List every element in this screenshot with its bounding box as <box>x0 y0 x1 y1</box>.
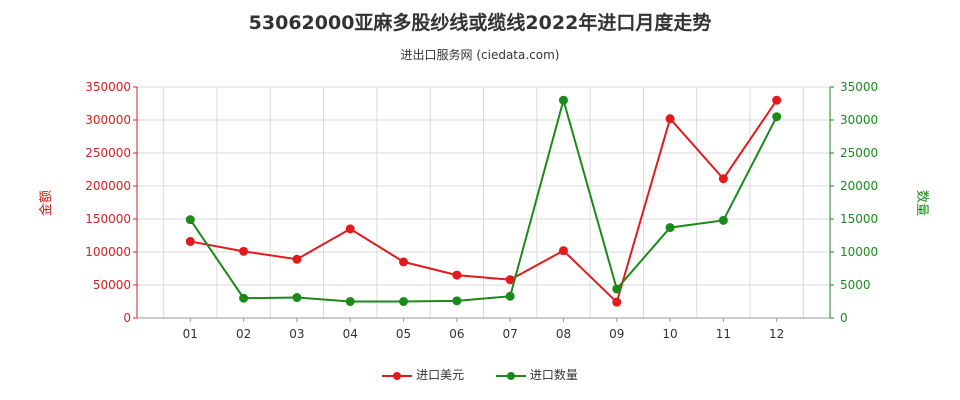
axes: 0500001000001500002000002500003000003500… <box>85 80 878 341</box>
legend-item-import-usd[interactable]: 进口美元 <box>382 366 464 383</box>
y-left-tick-label: 100000 <box>85 245 131 259</box>
grid <box>137 86 830 318</box>
y-left-tick-label: 200000 <box>85 179 131 193</box>
x-tick-label: 01 <box>183 327 198 341</box>
chart-subtitle: 进出口服务网 (ciedata.com) <box>400 48 560 62</box>
series-1-point <box>558 95 568 105</box>
legend-swatch-import-usd <box>382 370 413 382</box>
series-1-point <box>772 112 782 122</box>
series-0-point <box>558 246 568 256</box>
series-0-point <box>772 95 782 105</box>
y-axis-left-label: 金额 <box>38 190 54 216</box>
y-left-tick-label: 50000 <box>93 278 131 292</box>
series-1-point <box>345 297 355 306</box>
y-right-tick-label: 10000 <box>840 245 878 259</box>
x-tick-label: 05 <box>396 327 411 341</box>
y-left-tick-label: 150000 <box>85 212 131 226</box>
x-tick-label: 07 <box>503 327 518 341</box>
series-1-point <box>718 215 728 225</box>
y-right-tick-label: 15000 <box>840 212 878 226</box>
legend-label-import-usd: 进口美元 <box>416 368 465 382</box>
series-0-point <box>185 236 195 246</box>
legend-label-import-qty: 进口数量 <box>529 368 578 382</box>
series-0-point <box>665 114 675 124</box>
y-left-tick-label: 250000 <box>85 146 131 160</box>
series-1-point <box>399 297 409 306</box>
legend-item-import-qty[interactable]: 进口数量 <box>495 366 578 383</box>
y-axis-right-label: 数量 <box>914 190 929 216</box>
series-line-0 <box>190 99 778 305</box>
series-0-point <box>718 174 728 184</box>
series-0-point <box>452 270 462 280</box>
series-0-point <box>239 246 249 256</box>
series-1-point <box>665 223 675 233</box>
series-0-point <box>612 297 622 307</box>
x-tick-label: 10 <box>662 327 677 341</box>
y-right-tick-label: 30000 <box>840 113 878 127</box>
x-tick-label: 08 <box>556 327 571 341</box>
x-tick-label: 12 <box>769 327 784 341</box>
y-left-tick-label: 0 <box>123 311 131 325</box>
x-tick-label: 11 <box>716 327 731 341</box>
x-tick-label: 04 <box>343 327 358 341</box>
series-0-point <box>292 254 302 264</box>
y-right-tick-label: 20000 <box>840 179 878 193</box>
x-tick-label: 06 <box>449 327 464 341</box>
series-layer <box>185 95 782 307</box>
series-1-point <box>452 296 462 306</box>
x-tick-label: 02 <box>236 327 251 341</box>
y-right-tick-label: 0 <box>840 311 848 325</box>
y-right-tick-label: 5000 <box>840 278 871 292</box>
y-left-tick-label: 350000 <box>85 80 131 94</box>
series-line-1 <box>189 96 778 303</box>
legend-swatch-import-qty <box>495 370 526 382</box>
legend: 进口美元 进口数量 <box>0 366 960 383</box>
series-0-point <box>505 275 515 285</box>
series-0-point <box>399 257 409 267</box>
series-1-point <box>505 291 515 301</box>
x-tick-label: 09 <box>609 327 624 341</box>
series-1-point <box>185 215 195 225</box>
y-right-tick-label: 35000 <box>840 80 878 94</box>
chart-title: 53062000亚麻多股纱线或缆线2022年进口月度走势 <box>248 12 712 34</box>
series-1-point <box>612 284 622 294</box>
y-right-tick-label: 25000 <box>840 146 878 160</box>
series-1-point <box>292 293 302 303</box>
series-1-point <box>239 293 249 303</box>
x-tick-label: 03 <box>289 327 304 341</box>
series-0-point <box>345 224 355 234</box>
y-left-tick-label: 300000 <box>85 113 131 127</box>
